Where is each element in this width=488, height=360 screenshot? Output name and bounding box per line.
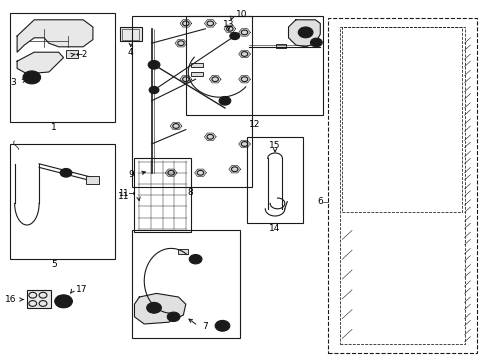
Circle shape: [229, 32, 239, 40]
Bar: [246, 137, 303, 223]
Circle shape: [148, 60, 160, 69]
Circle shape: [146, 302, 161, 313]
Text: 13: 13: [223, 20, 234, 29]
Polygon shape: [134, 293, 185, 324]
Text: 3: 3: [10, 78, 16, 87]
Polygon shape: [165, 169, 177, 176]
Bar: [10, 144, 115, 259]
Polygon shape: [228, 166, 240, 173]
Polygon shape: [194, 169, 206, 176]
Polygon shape: [238, 50, 250, 58]
Text: 11→: 11→: [118, 189, 136, 198]
Text: 8: 8: [187, 188, 193, 197]
Polygon shape: [288, 20, 320, 47]
Bar: [185, 16, 322, 115]
Text: 9: 9: [128, 170, 134, 179]
Polygon shape: [17, 52, 63, 74]
Bar: [342, 27, 461, 212]
Polygon shape: [175, 40, 186, 47]
Bar: [132, 230, 239, 338]
Bar: [10, 13, 115, 122]
Text: 17: 17: [76, 284, 87, 294]
Polygon shape: [238, 29, 250, 36]
Circle shape: [27, 74, 36, 81]
Polygon shape: [224, 25, 235, 32]
Circle shape: [55, 295, 72, 308]
Circle shape: [310, 38, 322, 47]
Circle shape: [189, 255, 202, 264]
Text: 11: 11: [118, 192, 129, 201]
Polygon shape: [238, 76, 250, 83]
Bar: [339, 27, 464, 344]
Polygon shape: [209, 76, 221, 83]
Text: 4: 4: [128, 49, 133, 57]
Text: 15: 15: [269, 141, 280, 150]
Circle shape: [219, 96, 230, 105]
Bar: [190, 63, 203, 67]
Bar: [66, 50, 78, 58]
Text: 5: 5: [51, 260, 57, 269]
Circle shape: [149, 86, 159, 94]
Bar: [134, 158, 190, 232]
Text: 1: 1: [51, 123, 57, 132]
Polygon shape: [180, 76, 191, 83]
Text: ←2: ←2: [76, 50, 88, 59]
Circle shape: [298, 27, 312, 38]
Bar: [327, 18, 476, 353]
Polygon shape: [180, 20, 191, 27]
Circle shape: [215, 320, 229, 331]
Bar: [27, 290, 51, 308]
Text: 16: 16: [4, 295, 16, 304]
Bar: [276, 44, 285, 48]
Circle shape: [60, 168, 72, 177]
Text: 12: 12: [248, 120, 260, 129]
Polygon shape: [204, 133, 216, 140]
Text: 14: 14: [268, 224, 280, 233]
Bar: [122, 29, 139, 40]
Polygon shape: [238, 140, 250, 148]
Bar: [178, 249, 188, 254]
Bar: [120, 27, 142, 41]
Polygon shape: [204, 20, 216, 27]
Text: 6: 6: [317, 197, 323, 206]
Circle shape: [23, 71, 41, 84]
Bar: [85, 176, 99, 184]
Circle shape: [167, 312, 180, 321]
Text: 7: 7: [202, 323, 207, 331]
Polygon shape: [17, 20, 93, 52]
Bar: [190, 72, 203, 76]
Polygon shape: [170, 122, 182, 130]
Bar: [132, 16, 251, 187]
Text: 10: 10: [236, 10, 247, 19]
